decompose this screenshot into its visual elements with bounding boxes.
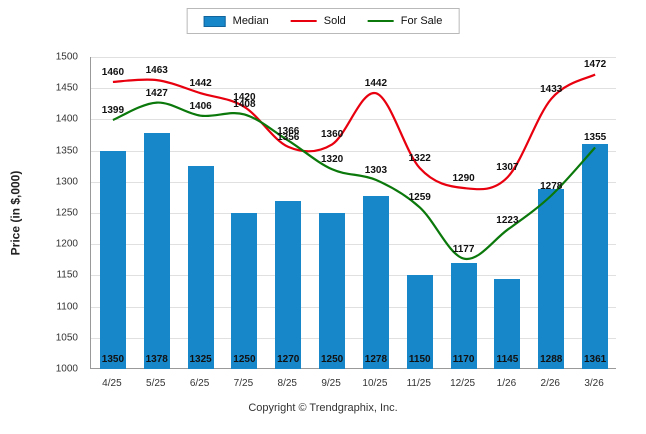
y-tick-label: 1400 bbox=[55, 113, 78, 125]
median-bar bbox=[143, 133, 170, 369]
median-bar bbox=[319, 213, 346, 369]
x-tick-label: 7/25 bbox=[233, 378, 254, 389]
gridline bbox=[91, 213, 616, 214]
y-tick-label: 1200 bbox=[55, 238, 78, 250]
legend-line-swatch bbox=[367, 20, 394, 22]
x-tick-label: 10/25 bbox=[362, 378, 388, 389]
gridline bbox=[91, 306, 616, 308]
legend: Median Sold For Sale bbox=[186, 8, 460, 34]
gridline bbox=[91, 275, 616, 277]
gridline bbox=[91, 244, 616, 246]
x-tick-label: 1/26 bbox=[496, 378, 517, 389]
bar-value-label: 1288 bbox=[540, 354, 563, 365]
point-value-label: 1366 bbox=[277, 125, 300, 137]
bar-value-label: 1361 bbox=[583, 354, 607, 365]
point-value-label: 1290 bbox=[452, 173, 475, 185]
gridline bbox=[91, 57, 616, 58]
y-tick-label: 1350 bbox=[55, 145, 78, 157]
point-value-label: 1356 bbox=[277, 131, 300, 143]
median-bar bbox=[231, 213, 258, 369]
bar-value-label: 1325 bbox=[189, 354, 212, 365]
legend-label: Sold bbox=[323, 15, 346, 27]
sold-line bbox=[112, 73, 596, 191]
legend-item-median: Median bbox=[203, 15, 269, 27]
median-bar bbox=[538, 189, 565, 369]
copyright: Copyright © Trendgraphix, Inc. bbox=[248, 402, 398, 414]
gridline bbox=[91, 150, 616, 152]
median-bar bbox=[275, 200, 302, 369]
y-tick-label: 1100 bbox=[56, 301, 78, 313]
y-tick-label: 1150 bbox=[56, 269, 78, 281]
bar-value-label: 1150 bbox=[408, 354, 431, 365]
point-value-label: 1322 bbox=[408, 153, 431, 165]
bar-value-label: 1378 bbox=[145, 354, 168, 365]
median-bar bbox=[450, 262, 477, 369]
bar-value-label: 1270 bbox=[277, 354, 300, 365]
point-value-label: 1472 bbox=[583, 59, 607, 71]
y-tick-label: 1050 bbox=[55, 332, 78, 344]
median-bar bbox=[582, 143, 609, 369]
gridline bbox=[91, 337, 616, 339]
legend-bar-swatch bbox=[203, 15, 226, 27]
point-value-label: 1278 bbox=[540, 180, 563, 192]
median-bar bbox=[362, 195, 389, 369]
y-axis-ticks: 1000 1050 1100 1150 1200 1250 1300 1350 1400 1450… bbox=[0, 52, 84, 375]
median-bar bbox=[406, 275, 433, 369]
median-bar bbox=[187, 166, 214, 369]
bar-value-label: 1278 bbox=[364, 354, 388, 365]
point-value-label: 1460 bbox=[101, 66, 125, 78]
y-tick-label: 1000 bbox=[55, 363, 78, 375]
bar-value-label: 1145 bbox=[496, 354, 519, 365]
line-series-svg bbox=[112, 73, 596, 260]
point-value-label: 1360 bbox=[320, 129, 344, 141]
y-tick-label: 1500 bbox=[55, 51, 78, 63]
point-value-label: 1406 bbox=[189, 100, 212, 112]
legend-label: For Sale bbox=[400, 15, 443, 27]
legend-item-for-sale: For Sale bbox=[367, 15, 443, 27]
x-tick-label: 11/25 bbox=[406, 378, 431, 389]
x-tick-label: 6/25 bbox=[189, 378, 210, 389]
y-tick-label: 1450 bbox=[55, 82, 78, 94]
x-tick-label: 5/25 bbox=[146, 378, 166, 389]
point-value-label: 1223 bbox=[496, 214, 519, 226]
y-tick-label: 1300 bbox=[55, 176, 78, 188]
point-value-label: 1427 bbox=[145, 87, 168, 99]
point-value-label: 1303 bbox=[364, 164, 388, 176]
point-value-label: 1420 bbox=[233, 91, 256, 103]
median-bar bbox=[494, 278, 521, 369]
point-value-label: 1408 bbox=[233, 99, 256, 111]
point-value-label: 1177 bbox=[452, 243, 475, 255]
median-bar bbox=[99, 150, 126, 369]
y-tick-label: 1250 bbox=[55, 207, 78, 219]
point-value-label: 1320 bbox=[320, 154, 344, 166]
bar-value-label: 1170 bbox=[452, 354, 475, 365]
legend-label: Median bbox=[232, 15, 269, 27]
legend-item-sold: Sold bbox=[290, 15, 346, 27]
point-value-label: 1433 bbox=[540, 83, 563, 95]
x-tick-label: 3/26 bbox=[584, 378, 604, 389]
gridline bbox=[91, 88, 616, 90]
point-value-label: 1355 bbox=[583, 132, 607, 144]
point-value-label: 1259 bbox=[408, 192, 431, 204]
x-tick-label: 2/26 bbox=[540, 378, 560, 389]
point-value-label: 1307 bbox=[496, 162, 519, 174]
x-axis-ticks: 4/25 5/25 6/25 7/25 8/25 9/25 10/25 11/25 12/25 1… bbox=[90, 376, 616, 392]
gridline bbox=[91, 119, 616, 121]
x-tick-label: 9/25 bbox=[321, 378, 341, 389]
x-tick-label: 8/25 bbox=[277, 378, 297, 389]
point-value-label: 1442 bbox=[364, 78, 388, 90]
point-value-label: 1399 bbox=[101, 105, 125, 117]
point-value-label: 1463 bbox=[145, 65, 168, 77]
bar-value-label: 1250 bbox=[320, 354, 344, 365]
bar-value-label: 1350 bbox=[101, 354, 125, 365]
gridline bbox=[91, 181, 616, 183]
x-tick-label: 4/25 bbox=[102, 378, 122, 389]
x-tick-label: 12/25 bbox=[450, 378, 476, 389]
for-sale-line bbox=[112, 101, 596, 260]
plot-area: 1350 1378 1325 1250 1270 1250 1278 1150 1170 1145… bbox=[90, 57, 616, 369]
bar-value-label: 1250 bbox=[233, 354, 256, 365]
point-value-label: 1442 bbox=[189, 78, 212, 90]
legend-line-swatch bbox=[290, 20, 317, 22]
